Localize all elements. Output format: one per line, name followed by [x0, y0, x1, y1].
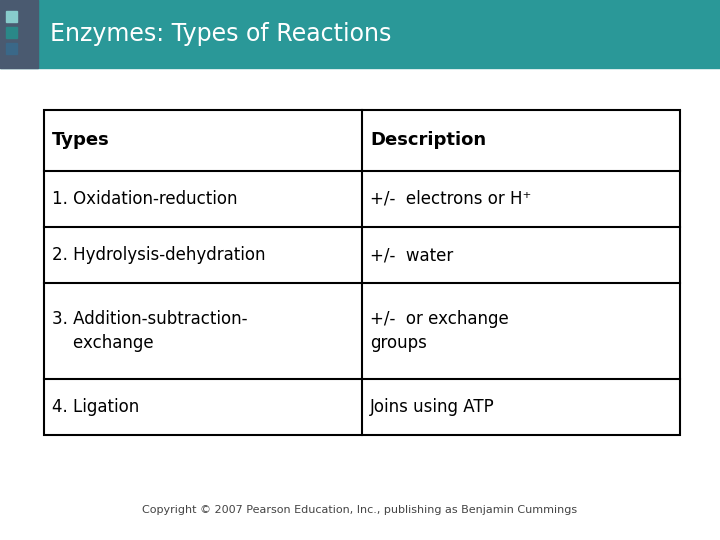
Text: Types: Types — [52, 131, 109, 150]
Text: 3. Addition-subtraction-
    exchange: 3. Addition-subtraction- exchange — [52, 309, 248, 353]
Bar — [0, 0, 38, 68]
Text: Joins using ATP: Joins using ATP — [370, 398, 495, 416]
Text: 1. Oxidation-reduction: 1. Oxidation-reduction — [52, 190, 238, 208]
Text: +/-  water: +/- water — [370, 246, 454, 264]
Text: 2. Hydrolysis-dehydration: 2. Hydrolysis-dehydration — [52, 246, 266, 264]
Text: +/-  or exchange
groups: +/- or exchange groups — [370, 309, 509, 353]
Bar — [6, 43, 17, 54]
Text: 4. Ligation: 4. Ligation — [52, 398, 139, 416]
Text: Enzymes: Types of Reactions: Enzymes: Types of Reactions — [50, 22, 392, 46]
Bar — [6, 11, 17, 22]
Bar — [44, 110, 680, 435]
Text: Description: Description — [370, 131, 486, 150]
Text: Copyright © 2007 Pearson Education, Inc., publishing as Benjamin Cummings: Copyright © 2007 Pearson Education, Inc.… — [143, 505, 577, 515]
Text: +/-  electrons or H⁺: +/- electrons or H⁺ — [370, 190, 531, 208]
Bar — [6, 27, 17, 38]
Bar — [0, 0, 720, 68]
